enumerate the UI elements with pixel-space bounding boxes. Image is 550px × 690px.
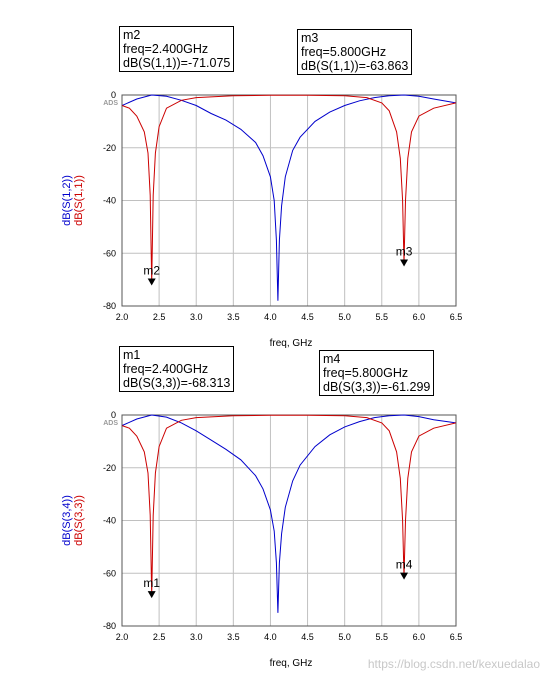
x-tick-label: 3.5 <box>227 312 240 322</box>
series-line-db-s-1-2- <box>122 94 456 301</box>
x-tick-label: 3.5 <box>227 632 240 642</box>
x-tick-label: 4.5 <box>301 632 314 642</box>
series-line-db-s-1-1- <box>122 94 456 283</box>
marker-triangle-m3 <box>400 259 409 267</box>
x-tick-label: 6.0 <box>413 632 426 642</box>
marker-readout-value: dB(S(3,3))=-61.299 <box>323 380 431 394</box>
marker-readout-id: m4 <box>323 352 341 366</box>
x-tick-label: 6.0 <box>413 312 426 322</box>
x-tick-label: 2.0 <box>116 312 129 322</box>
marker-readout-freq: freq=5.800GHz <box>323 366 409 380</box>
x-tick-label: 2.0 <box>116 632 129 642</box>
x-tick-label: 2.5 <box>153 632 166 642</box>
marker-readout-m1: m1 freq=2.400GHz dB(S(3,3))=-68.313 <box>119 346 235 392</box>
y-axis-label: dB(S(3,3)) <box>73 495 85 546</box>
series-line-db-s-3-4- <box>122 414 456 613</box>
marker-triangle-m1 <box>147 591 156 599</box>
y-tick-label: -60 <box>103 248 116 258</box>
marker-readout-id: m2 <box>123 28 141 42</box>
y-axis-label: dB(S(1,2)) <box>61 175 73 226</box>
x-tick-label: 5.5 <box>376 632 389 642</box>
x-tick-label: 5.0 <box>338 312 351 322</box>
x-tick-label: 2.5 <box>153 312 166 322</box>
marker-readout-value: dB(S(3,3))=-68.313 <box>123 376 231 390</box>
marker-readout-value: dB(S(1,1))=-63.863 <box>301 59 409 73</box>
y-tick-label: -40 <box>103 196 116 206</box>
x-axis-label: freq, GHz <box>270 658 313 669</box>
y-tick-label: -80 <box>103 621 116 631</box>
x-tick-label: 6.5 <box>450 632 463 642</box>
marker-triangle-m2 <box>147 278 156 286</box>
ads-tag: ADS <box>103 420 118 427</box>
marker-label-m2: m2 <box>143 263 160 277</box>
y-tick-label: -60 <box>103 568 116 578</box>
marker-readout-freq: freq=2.400GHz <box>123 362 209 376</box>
series-line-db-s-3-3- <box>122 414 456 596</box>
x-tick-label: 4.5 <box>301 312 314 322</box>
ads-tag: ADS <box>103 100 118 107</box>
x-tick-label: 3.0 <box>190 312 203 322</box>
y-axis-label: dB(S(1,1)) <box>73 175 85 226</box>
x-tick-label: 5.0 <box>338 632 351 642</box>
y-tick-label: -20 <box>103 463 116 473</box>
marker-readout-freq: freq=5.800GHz <box>301 45 387 59</box>
x-tick-label: 4.0 <box>264 312 277 322</box>
marker-label-m4: m4 <box>396 558 413 572</box>
x-tick-label: 6.5 <box>450 312 463 322</box>
marker-readout-id: m1 <box>123 348 141 362</box>
x-tick-label: 3.0 <box>190 632 203 642</box>
chart-plot-2: 2.0 2.5 3.0 3.5 4.0 4.5 5.0 5.5 6.0 6.5 0 -20 -40 -60… <box>61 410 462 669</box>
x-tick-label: 4.0 <box>264 632 277 642</box>
watermark: https://blog.csdn.net/kexuedalao <box>367 657 540 671</box>
marker-label-m3: m3 <box>396 244 413 258</box>
marker-readout-m3: m3 freq=5.800GHz dB(S(1,1))=-63.863 <box>297 29 413 75</box>
y-tick-label: -40 <box>103 516 116 526</box>
x-axis-label: freq, GHz <box>270 338 313 349</box>
marker-label-m1: m1 <box>143 576 160 590</box>
chart-plot-1: 2.0 2.5 3.0 3.5 4.0 4.5 5.0 5.5 6.0 6.5 0 -20 -40 -60… <box>61 90 462 349</box>
marker-readout-value: dB(S(1,1))=-71.075 <box>123 56 231 70</box>
y-tick-label: 0 <box>111 410 116 420</box>
marker-readout-freq: freq=2.400GHz <box>123 42 209 56</box>
marker-readout-m2: m2 freq=2.400GHz dB(S(1,1))=-71.075 <box>119 26 235 72</box>
x-tick-label: 5.5 <box>376 312 389 322</box>
marker-readout-m4: m4 freq=5.800GHz dB(S(3,3))=-61.299 <box>319 350 435 396</box>
y-tick-label: -20 <box>103 143 116 153</box>
y-tick-label: 0 <box>111 90 116 100</box>
marker-triangle-m4 <box>400 572 409 580</box>
y-tick-label: -80 <box>103 301 116 311</box>
marker-readout-id: m3 <box>301 31 319 45</box>
y-axis-label: dB(S(3,4)) <box>61 495 73 546</box>
